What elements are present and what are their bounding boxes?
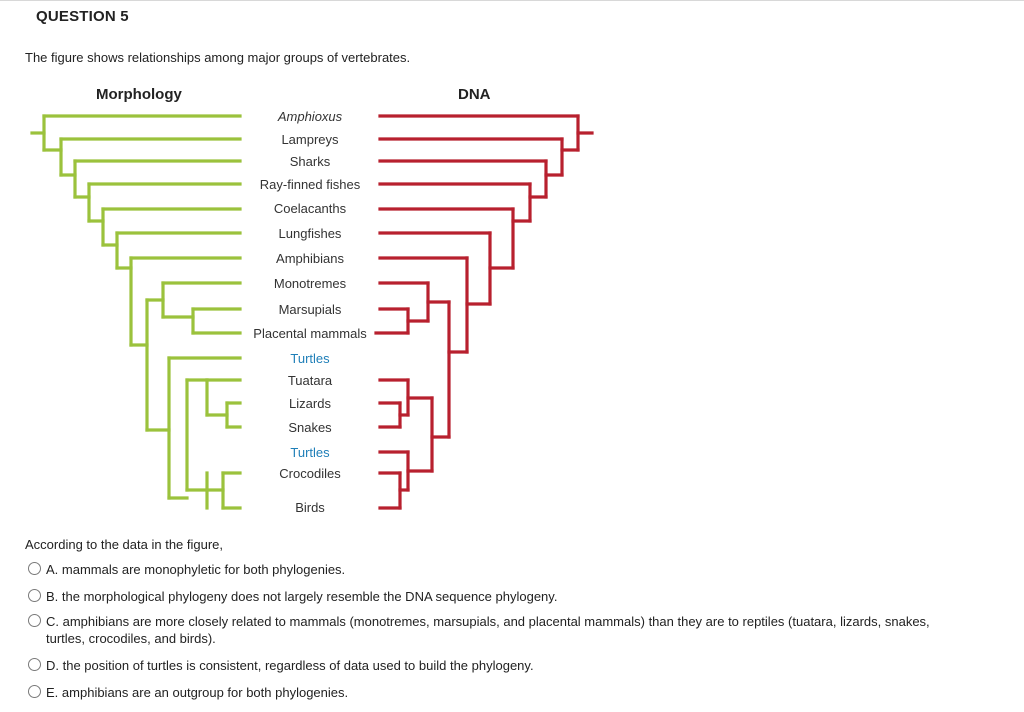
taxon-label: Birds (295, 500, 325, 515)
option-c-text: C. amphibians are more closely related t… (46, 614, 930, 646)
radio-a[interactable] (28, 562, 41, 575)
option-e-text: E. amphibians are an outgroup for both p… (46, 685, 349, 700)
taxon-label: Crocodiles (279, 466, 341, 481)
taxon-label: Tuatara (287, 373, 333, 388)
taxon-label: Lungfishes (278, 226, 342, 241)
radio-c[interactable] (28, 614, 41, 627)
option-a-text: A. mammals are monophyletic for both phy… (46, 562, 346, 577)
dna-heading: DNA (458, 86, 491, 103)
taxon-label: Turtles (290, 445, 330, 460)
taxon-label: Ray-finned fishes (259, 177, 361, 192)
taxon-label: Snakes (288, 420, 332, 435)
option-d-text: D. the position of turtles is consistent… (46, 658, 534, 673)
taxon-label: Coelacanths (273, 201, 347, 216)
top-divider (0, 0, 1024, 1)
taxon-label: Marsupials (278, 302, 342, 317)
question-title: QUESTION 5 (36, 8, 129, 25)
radio-d[interactable] (28, 658, 41, 671)
taxon-label: Sharks (289, 154, 331, 169)
option-c[interactable]: C. amphibians are more closely related t… (28, 613, 971, 647)
phylogeny-trees (30, 114, 594, 510)
taxon-label: Lampreys (281, 132, 339, 147)
taxon-label: Amphioxus (277, 109, 343, 124)
option-b-text: B. the morphological phylogeny does not … (46, 589, 558, 604)
radio-e[interactable] (28, 685, 41, 698)
option-e[interactable]: E. amphibians are an outgroup for both p… (28, 684, 971, 701)
radio-b[interactable] (28, 589, 41, 602)
taxon-label: Placental mammals (253, 326, 367, 341)
question-intro: The figure shows relationships among maj… (25, 50, 411, 65)
morphology-heading: Morphology (96, 86, 182, 103)
taxon-label: Turtles (290, 351, 330, 366)
option-a[interactable]: A. mammals are monophyletic for both phy… (28, 561, 971, 578)
phylogeny-figure: Morphology DNA Amphioxus Lampreys Sharks Ra… (0, 80, 620, 520)
option-d[interactable]: D. the position of turtles is consistent… (28, 657, 971, 674)
option-b[interactable]: B. the morphological phylogeny does not … (28, 588, 971, 605)
question-prompt: According to the data in the figure, (25, 537, 224, 552)
taxon-label: Lizards (289, 396, 331, 411)
taxon-label: Amphibians (276, 251, 344, 266)
taxon-label: Monotremes (273, 276, 347, 291)
